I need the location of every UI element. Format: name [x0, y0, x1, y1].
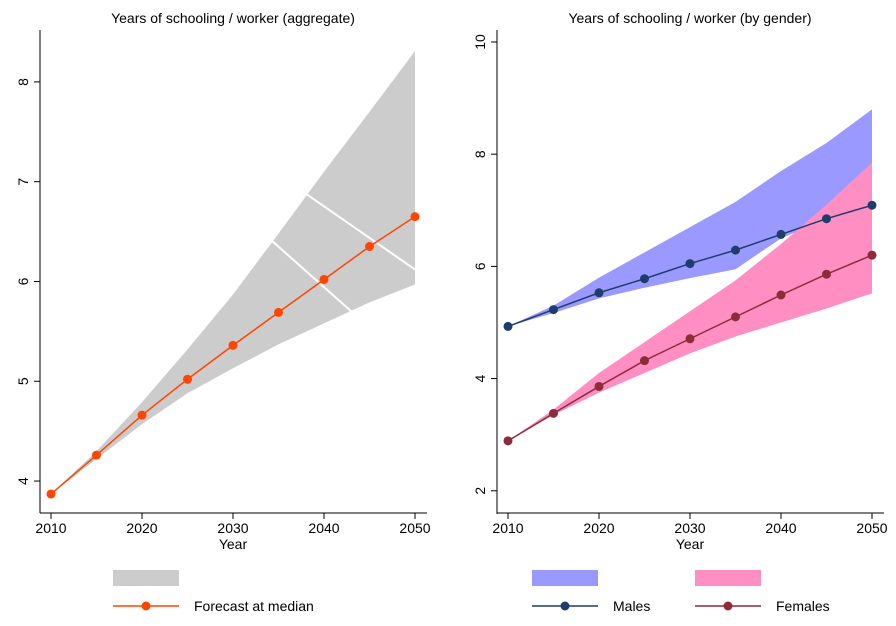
left-x-axis-label: Year	[219, 536, 248, 552]
median-forecast-point	[46, 489, 56, 499]
females-point	[776, 290, 786, 300]
right-axes: 2 4 6 8 10 2010 2020 2030 2040 2050	[472, 30, 888, 536]
females-point	[503, 436, 513, 446]
females-point	[549, 408, 558, 418]
left-legend-series-marker	[141, 601, 151, 611]
females-point	[685, 334, 695, 344]
left-y-tick-label: 7	[15, 178, 31, 186]
left-x-tick-label: 2040	[308, 520, 339, 536]
right-legend-males-band-swatch	[532, 570, 598, 586]
right-legend: Males Females	[532, 570, 830, 614]
females-point	[640, 356, 649, 366]
right-confidence-bands	[508, 109, 872, 441]
median-forecast-point	[228, 340, 238, 350]
right-series	[503, 200, 877, 446]
left-x-tick-label: 2020	[126, 520, 157, 536]
females-point	[731, 312, 740, 322]
left-y-tick-label: 4	[15, 477, 31, 485]
gender-panel: Years of schooling / worker (by gender) …	[472, 10, 888, 614]
males-point	[594, 288, 604, 298]
right-x-axis-label: Year	[676, 536, 705, 552]
right-y-tick-label: 8	[472, 150, 488, 158]
left-confidence-band	[51, 50, 416, 495]
males-point	[731, 245, 740, 255]
right-chart-title: Years of schooling / worker (by gender)	[568, 10, 811, 26]
males-point	[549, 305, 558, 315]
median-forecast-point	[183, 374, 192, 384]
males-point	[776, 229, 786, 239]
right-y-tick-label: 4	[472, 374, 488, 382]
aggregate-band-inner-line	[305, 192, 416, 271]
right-x-tick-label: 2010	[492, 520, 523, 536]
left-chart-title: Years of schooling / worker (aggregate)	[111, 10, 355, 26]
females-point	[867, 250, 877, 260]
right-y-tick-label: 2	[472, 487, 488, 495]
males-point	[503, 321, 513, 331]
females-point	[594, 381, 604, 391]
males-point	[867, 200, 877, 210]
right-x-tick-label: 2020	[583, 520, 614, 536]
females-point	[822, 269, 831, 279]
right-y-tick-label: 10	[472, 34, 488, 50]
right-x-tick-label: 2030	[674, 520, 705, 536]
aggregate-band-inner-line	[268, 237, 352, 313]
median-forecast-point	[365, 242, 374, 252]
males-point	[822, 214, 831, 224]
left-y-tick-label: 8	[15, 78, 31, 86]
males-band-area	[508, 109, 872, 327]
left-y-tick-label: 5	[15, 377, 31, 385]
median-forecast-point	[319, 274, 329, 284]
right-y-tick-label: 6	[472, 262, 488, 270]
right-x-tick-label: 2050	[856, 520, 887, 536]
right-legend-females-band-swatch	[695, 570, 761, 586]
left-axes: 4 5 6 7 8 2010 2020 2030 2040 2050	[15, 30, 431, 536]
median-forecast-point	[274, 307, 283, 317]
left-y-tick-label: 6	[15, 277, 31, 285]
right-legend-females-label: Females	[776, 598, 830, 614]
median-forecast-point	[137, 410, 147, 420]
left-x-tick-label: 2050	[399, 520, 430, 536]
females-band-area	[508, 162, 872, 441]
right-x-tick-label: 2040	[765, 520, 796, 536]
aggregate-band-area	[51, 50, 415, 495]
median-forecast-point	[92, 450, 101, 460]
right-legend-females-marker	[723, 601, 733, 611]
left-legend: Forecast at median	[113, 570, 314, 614]
right-legend-males-label: Males	[613, 598, 650, 614]
males-point	[640, 274, 649, 284]
left-series	[46, 212, 420, 499]
aggregate-panel: Years of schooling / worker (aggregate) …	[15, 10, 431, 614]
left-legend-band-swatch	[113, 570, 179, 586]
males-point	[685, 259, 695, 269]
left-legend-series-label: Forecast at median	[194, 598, 314, 614]
left-x-tick-label: 2010	[35, 520, 66, 536]
left-x-tick-label: 2030	[217, 520, 248, 536]
right-legend-males-marker	[560, 601, 570, 611]
median-forecast-point	[410, 212, 420, 222]
